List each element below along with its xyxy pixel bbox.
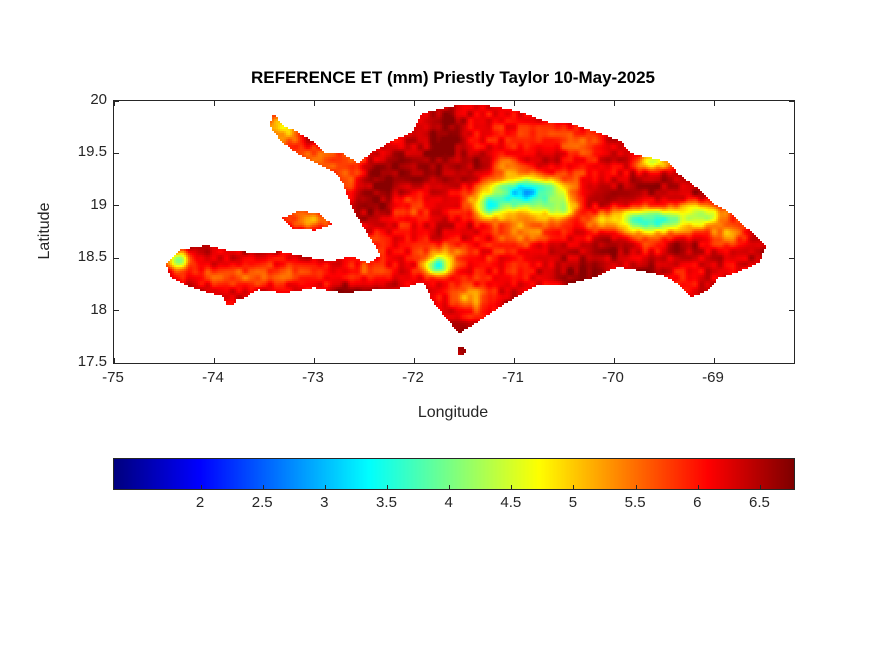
y-tick [114,100,119,102]
colorbar-tick [635,485,637,489]
y-tick [114,310,119,312]
x-tick [413,101,415,106]
colorbar-tick-label: 3 [320,494,329,511]
y-tick [114,257,119,259]
x-tick-label: -73 [302,369,324,386]
y-tick [114,152,119,154]
x-tick [713,358,715,363]
y-tick [789,205,794,207]
colorbar-tick [262,485,264,489]
y-tick [114,362,119,364]
y-tick [789,310,794,312]
plot-area [113,100,795,364]
colorbar-tick [511,485,513,489]
colorbar-tick [386,485,388,489]
x-tick-label: -75 [102,369,124,386]
x-axis-label: Longitude [417,404,489,421]
x-tick [313,101,315,106]
x-tick [513,101,515,106]
y-tick-label: 19.5 [77,143,107,161]
colorbar-tick-label: 6.5 [748,494,770,511]
colorbar-tick-label: 4.5 [500,494,522,511]
colorbar-tick-label: 5 [568,494,578,511]
colorbar [113,458,795,490]
x-tick [413,358,415,363]
x-tick [613,101,615,106]
x-tick [313,358,315,363]
x-tick-label: -74 [202,369,224,386]
colorbar-tick-label: 2 [195,494,205,511]
y-tick [789,257,794,259]
colorbar-tick-label: 3.5 [376,494,397,511]
y-tick [789,152,794,154]
x-tick [713,101,715,106]
y-tick-label: 20 [90,91,107,108]
x-tick-label: -71 [502,369,524,386]
colorbar-tick-label: 6 [693,494,702,511]
y-tick-label: 18 [90,300,107,318]
colorbar-tick [573,485,575,489]
colorbar-tick [324,485,326,489]
chart-title: REFERENCE ET (mm) Priestly Taylor 10-May… [250,68,656,87]
x-tick-label: -69 [702,369,724,386]
y-axis-label: Latitude [36,202,53,260]
x-tick [613,358,615,363]
x-tick-label: -72 [402,369,424,386]
x-tick [113,101,115,106]
y-tick [789,100,794,102]
x-tick [113,358,115,363]
colorbar-tick [449,485,451,489]
colorbar-tick [697,485,699,489]
x-tick-label: -70 [602,369,624,386]
colorbar-tick [759,485,761,489]
colorbar-tick [200,485,202,489]
y-tick-label: 17.5 [77,353,107,370]
y-tick [789,362,794,364]
y-tick [114,205,119,207]
colorbar-tick-label: 2.5 [251,494,273,511]
x-tick [213,358,215,363]
colorbar-tick-label: 5.5 [624,494,646,511]
x-tick [513,358,515,363]
y-tick-label: 18.5 [77,248,107,266]
colorbar-tick-label: 4 [444,494,453,511]
x-tick [213,101,215,106]
y-tick-label: 19 [90,195,107,213]
colorbar-canvas [114,459,794,489]
map-canvas [114,101,794,363]
